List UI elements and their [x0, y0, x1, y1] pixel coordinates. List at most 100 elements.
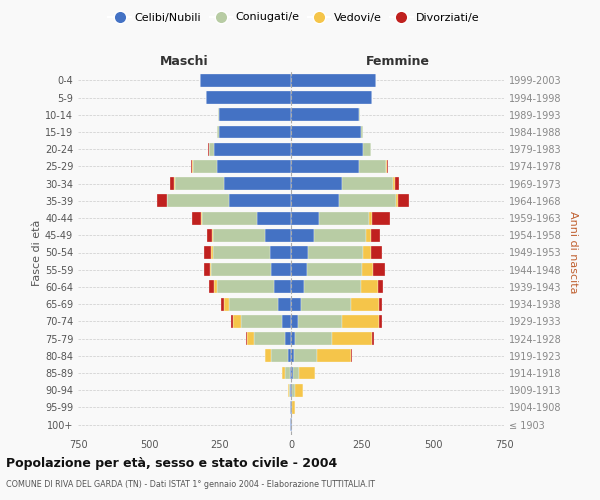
Bar	[233, 315, 241, 328]
Bar	[210, 264, 211, 276]
Bar	[224, 177, 291, 190]
Bar	[291, 401, 292, 414]
Bar	[214, 142, 291, 156]
Text: COMUNE DI RIVA DEL GARDA (TN) - Dati ISTAT 1° gennaio 2004 - Elaborazione TUTTIT: COMUNE DI RIVA DEL GARDA (TN) - Dati IST…	[6, 480, 375, 489]
Bar	[291, 332, 295, 345]
Bar	[170, 177, 174, 190]
Y-axis label: Fasce di età: Fasce di età	[32, 220, 42, 286]
Bar	[387, 160, 388, 173]
Bar	[213, 229, 265, 241]
Bar	[278, 298, 291, 310]
Bar	[362, 264, 373, 276]
Bar	[247, 332, 254, 345]
Y-axis label: Anni di nascita: Anni di nascita	[568, 211, 578, 294]
Bar	[193, 160, 217, 173]
Bar	[373, 264, 385, 276]
Bar	[364, 246, 371, 259]
Bar	[359, 160, 386, 173]
Bar	[361, 126, 363, 138]
Bar	[379, 315, 382, 328]
Bar	[350, 298, 379, 310]
Text: Popolazione per età, sesso e stato civile - 2004: Popolazione per età, sesso e stato civil…	[6, 458, 337, 470]
Bar	[206, 229, 212, 241]
Bar	[229, 194, 291, 207]
Text: Maschi: Maschi	[160, 56, 209, 68]
Bar	[224, 298, 229, 310]
Bar	[191, 160, 193, 173]
Bar	[308, 246, 364, 259]
Bar	[206, 91, 291, 104]
Bar	[274, 280, 291, 293]
Bar	[288, 350, 291, 362]
Bar	[221, 298, 224, 310]
Bar	[298, 315, 342, 328]
Bar	[291, 142, 364, 156]
Bar	[291, 91, 372, 104]
Bar	[211, 246, 213, 259]
Bar	[291, 212, 319, 224]
Bar	[217, 126, 218, 138]
Bar	[317, 350, 350, 362]
Bar	[217, 160, 291, 173]
Bar	[288, 384, 289, 396]
Bar	[217, 280, 274, 293]
Bar	[175, 177, 224, 190]
Bar	[218, 108, 291, 121]
Bar	[291, 366, 293, 380]
Bar	[332, 332, 372, 345]
Bar	[200, 74, 291, 87]
Bar	[291, 126, 361, 138]
Bar	[294, 350, 317, 362]
Bar	[295, 332, 332, 345]
Bar	[211, 264, 271, 276]
Bar	[291, 246, 308, 259]
Bar	[364, 142, 371, 156]
Bar	[377, 280, 383, 293]
Bar	[286, 366, 290, 380]
Bar	[230, 315, 233, 328]
Bar	[350, 350, 352, 362]
Bar	[291, 315, 298, 328]
Bar	[254, 332, 286, 345]
Bar	[342, 315, 379, 328]
Bar	[291, 108, 359, 121]
Bar	[379, 298, 382, 310]
Bar	[342, 177, 393, 190]
Bar	[299, 366, 314, 380]
Bar	[319, 212, 369, 224]
Bar	[398, 194, 409, 207]
Bar	[205, 246, 211, 259]
Legend: Celibi/Nubili, Coniugati/e, Vedovi/e, Divorziati/e: Celibi/Nubili, Coniugati/e, Vedovi/e, Di…	[104, 8, 484, 27]
Bar	[372, 212, 391, 224]
Bar	[291, 160, 359, 173]
Bar	[339, 194, 396, 207]
Bar	[291, 194, 339, 207]
Bar	[371, 246, 382, 259]
Bar	[291, 280, 304, 293]
Bar	[396, 194, 398, 207]
Bar	[270, 246, 291, 259]
Bar	[307, 264, 362, 276]
Bar	[293, 366, 299, 380]
Bar	[304, 280, 361, 293]
Bar	[157, 194, 167, 207]
Bar	[301, 298, 350, 310]
Bar	[295, 384, 303, 396]
Bar	[271, 264, 291, 276]
Bar	[193, 212, 201, 224]
Bar	[213, 246, 270, 259]
Bar	[265, 229, 291, 241]
Bar	[393, 177, 395, 190]
Bar	[291, 74, 376, 87]
Bar	[283, 366, 286, 380]
Bar	[218, 126, 291, 138]
Bar	[286, 332, 291, 345]
Bar	[291, 384, 292, 396]
Bar	[291, 177, 342, 190]
Bar	[205, 264, 210, 276]
Bar	[290, 384, 291, 396]
Bar	[229, 298, 278, 310]
Bar	[265, 350, 271, 362]
Bar	[167, 194, 229, 207]
Bar	[369, 212, 372, 224]
